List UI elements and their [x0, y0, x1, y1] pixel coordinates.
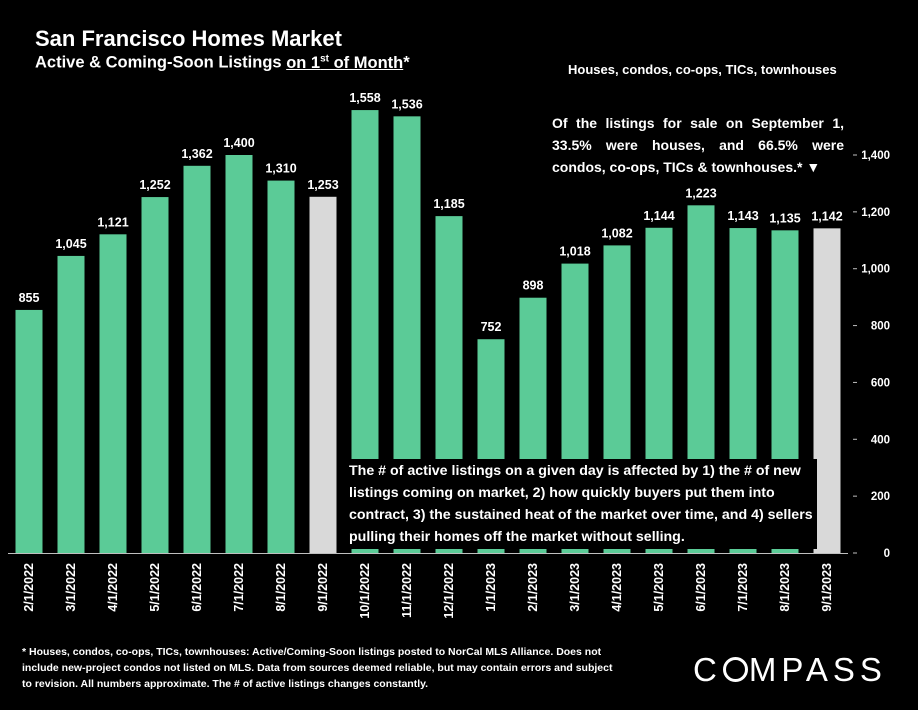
data-label-8/1/2022: 1,310: [265, 162, 296, 176]
september-breakdown-note: Of the listings for sale on September 1,…: [552, 115, 844, 175]
compass-logo: C MPASS: [693, 651, 887, 688]
x-tick-label-3/1/2022: 3/1/2022: [64, 563, 78, 612]
data-label-12/1/2022: 1,185: [433, 197, 464, 211]
data-label-7/1/2023: 1,143: [727, 209, 758, 223]
y-tick-label-800: 800: [871, 321, 890, 333]
bar-9/1/2022: [309, 196, 337, 554]
y-tick-label-400: 400: [871, 434, 890, 446]
data-label-4/1/2023: 1,082: [601, 226, 632, 240]
data-label-9/1/2023: 1,142: [811, 209, 842, 223]
x-tick-label-8/1/2022: 8/1/2022: [274, 563, 288, 612]
data-label-9/1/2022: 1,253: [307, 178, 338, 192]
bar-8/1/2022: [267, 180, 295, 554]
y-tick-label-1400: 1,400: [861, 150, 890, 162]
data-label-5/1/2023: 1,144: [643, 209, 674, 223]
chart-subtitle: Active & Coming-Soon Listings on 1st of …: [35, 53, 410, 72]
x-tick-label-4/1/2023: 4/1/2023: [610, 563, 624, 612]
active-listings-explanation: The # of active listings on a given day …: [349, 459, 817, 549]
bar-9/1/2023: [813, 228, 841, 554]
bar-6/1/2022: [183, 165, 211, 553]
x-tick-label-9/1/2022: 9/1/2022: [316, 563, 330, 612]
bar-7/1/2022: [225, 155, 253, 553]
data-label-3/1/2022: 1,045: [55, 237, 86, 251]
x-tick-label-1/1/2023: 1/1/2023: [484, 563, 498, 612]
bar-4/1/2022: [99, 234, 127, 553]
property-scope-label: Houses, condos, co-ops, TICs, townhouses: [568, 62, 837, 77]
x-tick-label-6/1/2022: 6/1/2022: [190, 563, 204, 612]
bar-5/1/2022: [141, 197, 169, 553]
x-tick-label-5/1/2022: 5/1/2022: [148, 563, 162, 612]
data-label-2/1/2023: 898: [523, 279, 544, 293]
bar-2/1/2022: [15, 309, 43, 553]
chart-title: San Francisco Homes Market: [35, 26, 342, 51]
x-tick-label-9/1/2023: 9/1/2023: [820, 563, 834, 612]
data-label-6/1/2023: 1,223: [685, 186, 716, 200]
x-tick-label-10/1/2022: 10/1/2022: [358, 563, 372, 619]
data-label-5/1/2022: 1,252: [139, 178, 170, 192]
y-tick-label-0: 0: [884, 548, 890, 560]
data-label-4/1/2022: 1,121: [97, 215, 128, 229]
x-tick-label-12/1/2022: 12/1/2022: [442, 563, 456, 619]
x-tick-label-3/1/2023: 3/1/2023: [568, 563, 582, 612]
data-label-8/1/2023: 1,135: [769, 211, 800, 225]
bar-3/1/2022: [57, 255, 85, 553]
y-tick-label-1000: 1,000: [861, 264, 890, 276]
x-tick-label-5/1/2023: 5/1/2023: [652, 563, 666, 612]
data-label-6/1/2022: 1,362: [181, 147, 212, 161]
footnote: * Houses, condos, co-ops, TICs, townhous…: [22, 646, 613, 690]
x-tick-label-7/1/2022: 7/1/2022: [232, 563, 246, 612]
x-tick-label-4/1/2022: 4/1/2022: [106, 563, 120, 612]
x-tick-label-8/1/2023: 8/1/2023: [778, 563, 792, 612]
x-tick-label-6/1/2023: 6/1/2023: [694, 563, 708, 612]
data-label-3/1/2023: 1,018: [559, 245, 590, 259]
y-tick-label-1200: 1,200: [861, 207, 890, 219]
data-label-10/1/2022: 1,558: [349, 91, 380, 105]
x-tick-label-7/1/2023: 7/1/2023: [736, 563, 750, 612]
data-label-7/1/2022: 1,400: [223, 136, 254, 150]
data-label-11/1/2022: 1,536: [391, 97, 422, 111]
y-tick-label-200: 200: [871, 491, 890, 503]
x-tick-label-2/1/2023: 2/1/2023: [526, 563, 540, 612]
data-label-1/1/2023: 752: [481, 320, 502, 334]
x-tick-label-2/1/2022: 2/1/2022: [22, 563, 36, 612]
x-tick-label-11/1/2022: 11/1/2022: [400, 563, 414, 618]
data-label-2/1/2022: 855: [19, 291, 40, 305]
y-tick-label-600: 600: [871, 377, 890, 389]
